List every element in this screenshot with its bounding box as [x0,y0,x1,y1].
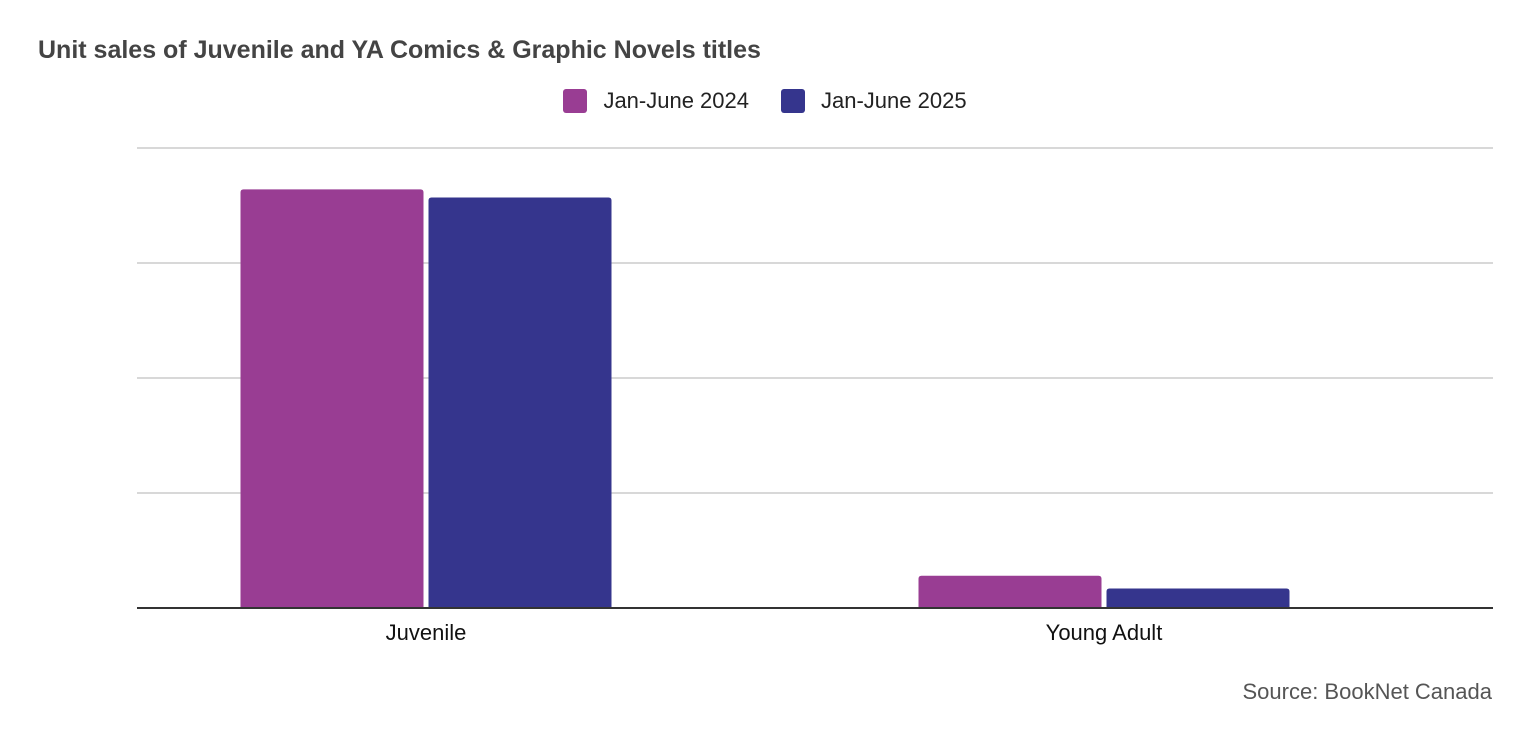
legend: Jan-June 2024 Jan-June 2025 [0,88,1530,114]
legend-label-2025: Jan-June 2025 [821,88,967,113]
legend-label-2024: Jan-June 2024 [603,88,749,113]
x-tick-label-0: Juvenile [386,620,467,645]
bar-young-adult-0[interactable] [918,575,1102,608]
chart-title: Unit sales of Juvenile and YA Comics & G… [38,36,761,64]
bar-young-adult-1[interactable] [1106,588,1290,608]
bar-juvenile-0[interactable] [240,189,424,608]
source-note: Source: BookNet Canada [1242,679,1493,704]
legend-item-2025[interactable]: Jan-June 2025 [781,88,967,114]
legend-swatch-2025 [781,89,805,113]
bar-juvenile-1[interactable] [428,197,612,608]
x-tick-label-1: Young Adult [1046,620,1163,645]
legend-item-2024[interactable]: Jan-June 2024 [563,88,749,114]
legend-swatch-2024 [563,89,588,113]
